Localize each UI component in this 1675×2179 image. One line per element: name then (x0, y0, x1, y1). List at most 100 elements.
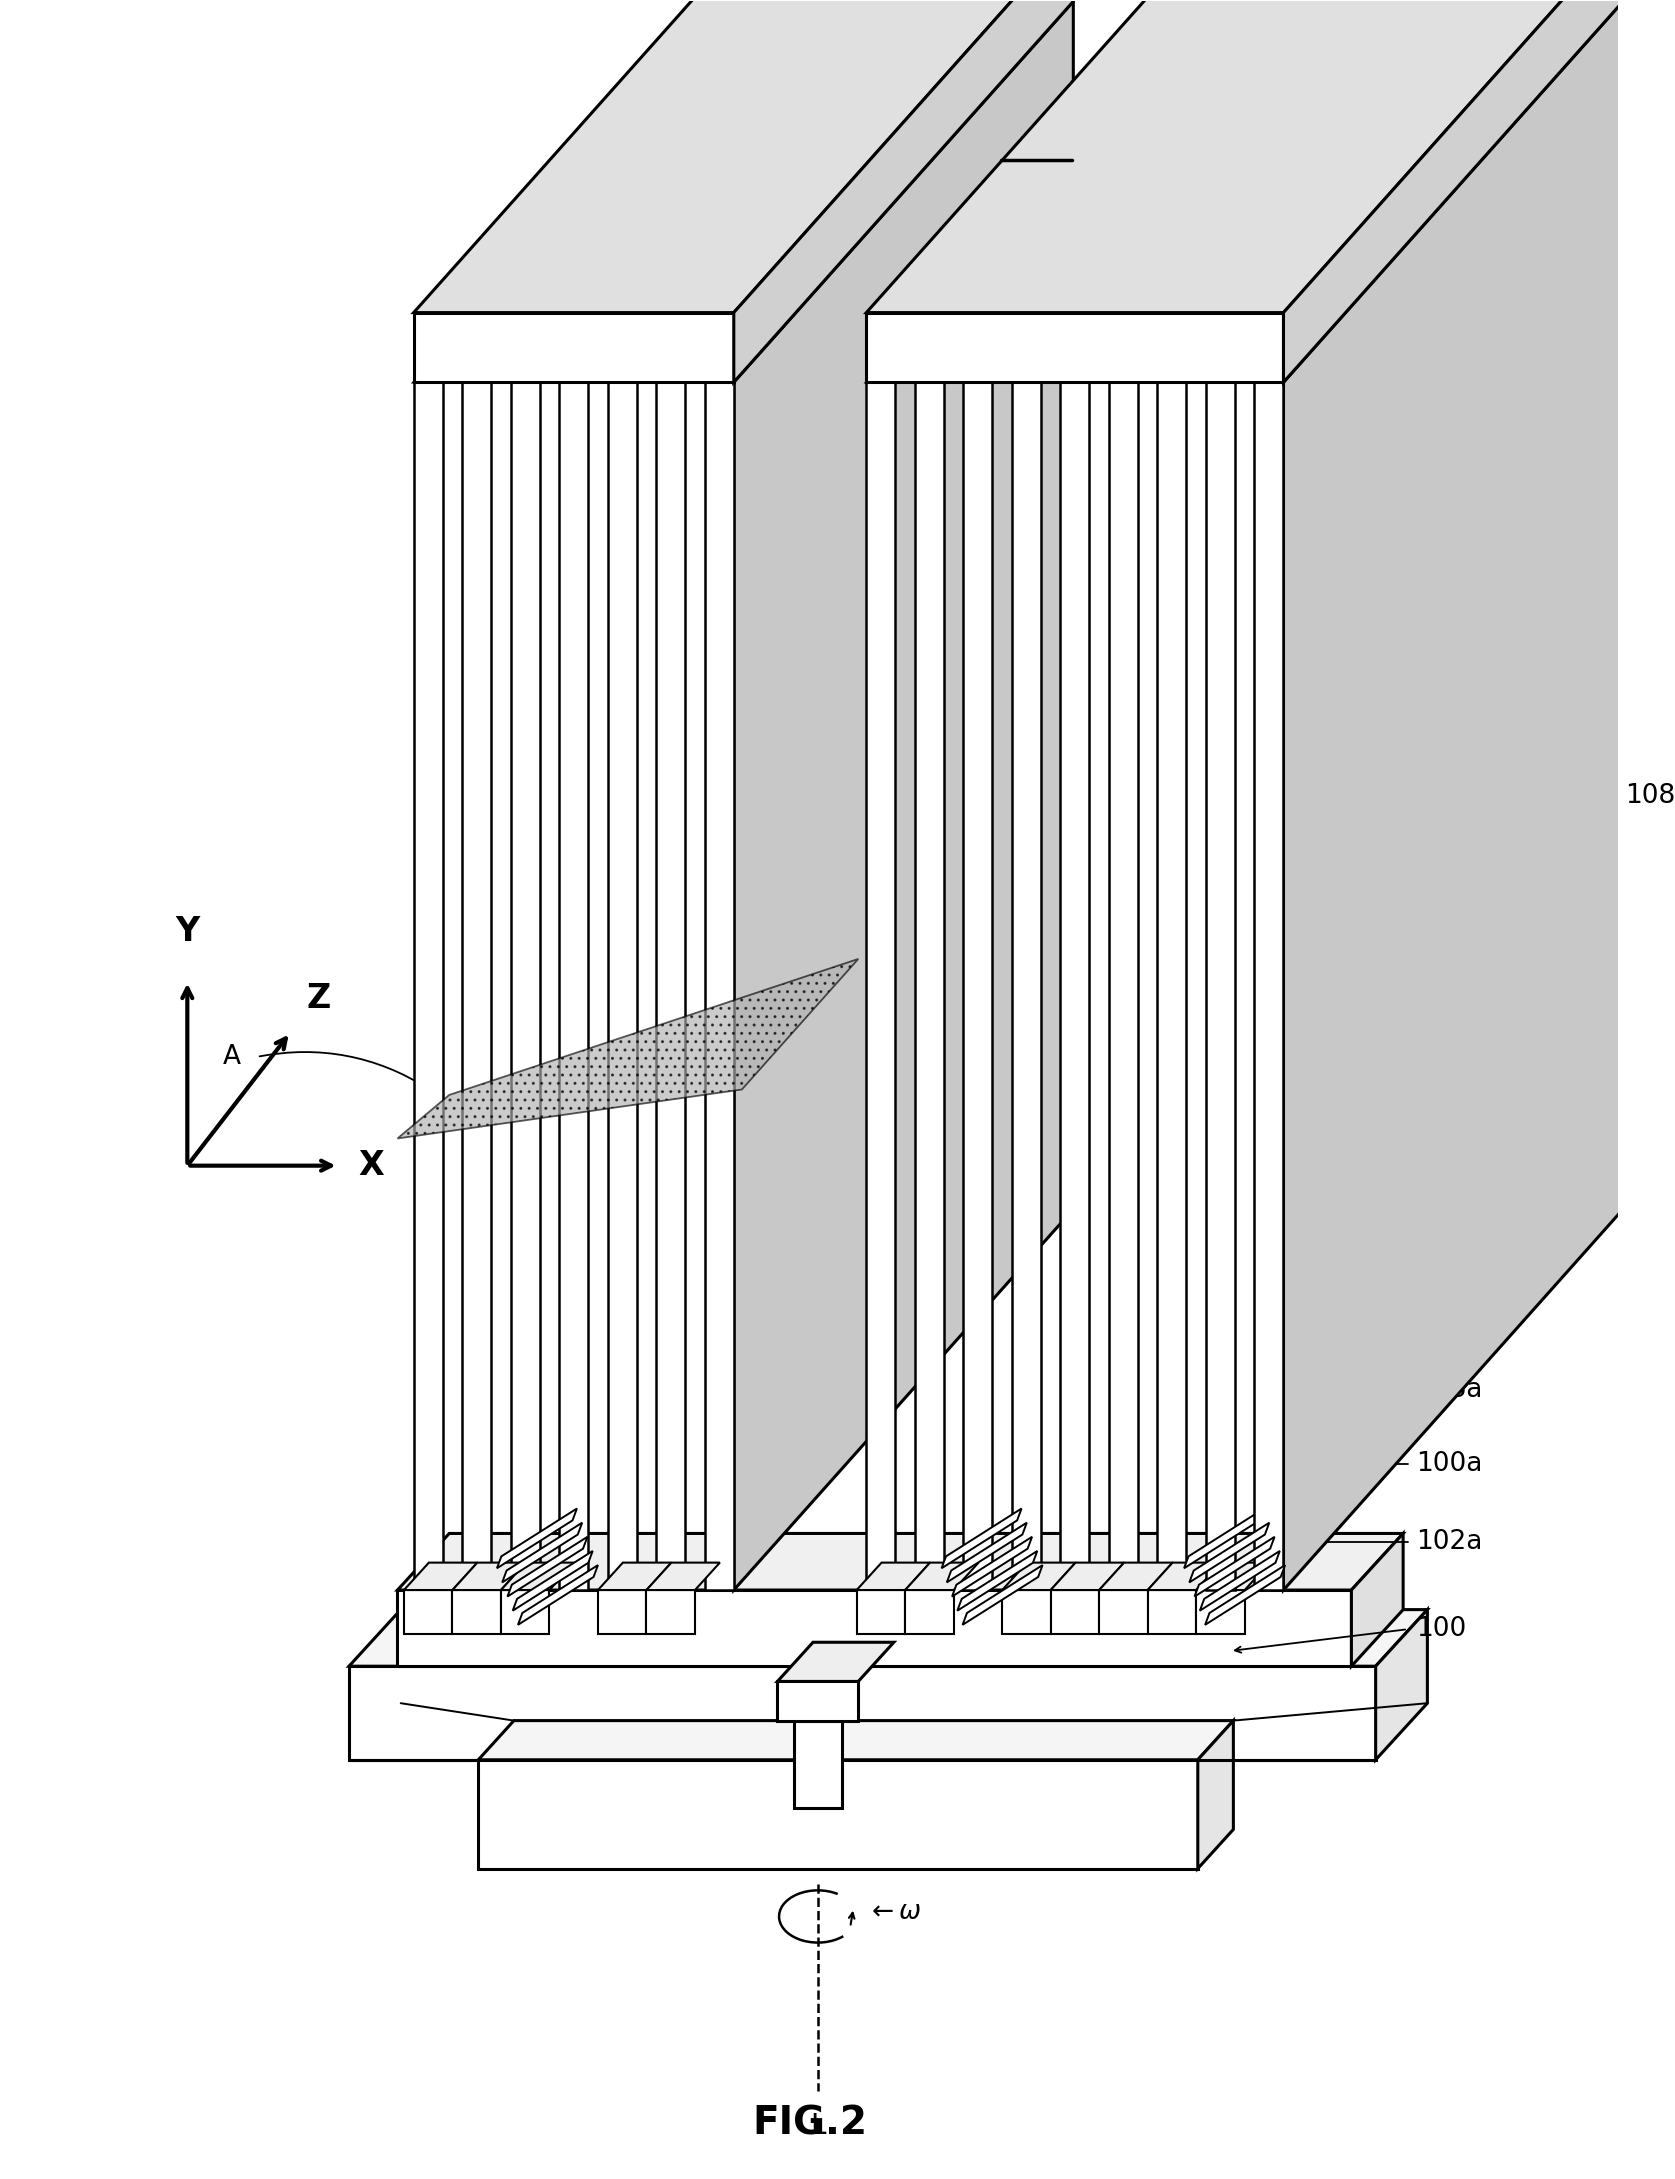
Polygon shape (657, 381, 685, 1591)
Polygon shape (414, 312, 734, 381)
Polygon shape (777, 1682, 858, 1721)
Polygon shape (1206, 381, 1234, 1591)
Polygon shape (497, 1508, 576, 1569)
Text: 100b: 100b (1415, 996, 1482, 1022)
Text: 100a: 100a (1415, 1451, 1482, 1477)
Polygon shape (734, 0, 1074, 381)
Text: 107: 107 (1415, 575, 1466, 601)
Polygon shape (866, 312, 1283, 381)
Polygon shape (1060, 327, 1137, 381)
Text: 21: 21 (1015, 107, 1057, 135)
Polygon shape (1194, 1536, 1275, 1597)
Polygon shape (598, 1562, 672, 1591)
Text: 100: 100 (1415, 1617, 1466, 1643)
Polygon shape (397, 1591, 1352, 1667)
Text: 102: 102 (1415, 859, 1466, 885)
Polygon shape (479, 1721, 1233, 1761)
Polygon shape (1255, 327, 1332, 381)
Polygon shape (705, 327, 782, 381)
Polygon shape (404, 1591, 452, 1634)
Polygon shape (946, 1523, 1027, 1582)
Polygon shape (1060, 381, 1089, 1591)
Polygon shape (915, 327, 993, 381)
Polygon shape (1157, 381, 1186, 1591)
Text: FIG.2: FIG.2 (752, 2105, 868, 2142)
Polygon shape (866, 381, 896, 1591)
Polygon shape (397, 959, 858, 1137)
Polygon shape (1012, 327, 1089, 381)
Polygon shape (958, 1551, 1037, 1610)
Polygon shape (608, 327, 685, 381)
Text: X: X (358, 1148, 384, 1183)
Polygon shape (1352, 1534, 1404, 1667)
Text: L: L (811, 2111, 826, 2140)
Polygon shape (1206, 327, 1283, 381)
Polygon shape (777, 1643, 894, 1682)
Polygon shape (1184, 1508, 1265, 1569)
Polygon shape (1283, 0, 1675, 381)
Polygon shape (513, 1551, 593, 1610)
Polygon shape (501, 1562, 575, 1591)
Polygon shape (508, 1536, 588, 1597)
Polygon shape (559, 327, 636, 381)
Polygon shape (462, 381, 491, 1591)
Polygon shape (511, 327, 588, 381)
Polygon shape (951, 1536, 1032, 1597)
Polygon shape (1002, 1562, 1075, 1591)
Polygon shape (511, 381, 539, 1591)
Polygon shape (1255, 381, 1283, 1591)
Polygon shape (1157, 327, 1234, 381)
Text: 104: 104 (1415, 706, 1466, 732)
Text: A: A (223, 1044, 241, 1070)
Text: Y: Y (176, 915, 199, 948)
Polygon shape (397, 1534, 1404, 1591)
Polygon shape (915, 381, 945, 1591)
Polygon shape (452, 1591, 501, 1634)
Polygon shape (647, 1562, 720, 1591)
Polygon shape (414, 327, 491, 381)
Polygon shape (963, 1565, 1042, 1626)
Polygon shape (856, 1591, 905, 1634)
Polygon shape (1109, 381, 1137, 1591)
Polygon shape (941, 1508, 1022, 1569)
Polygon shape (1204, 1565, 1285, 1626)
Polygon shape (462, 327, 539, 381)
Polygon shape (963, 327, 1040, 381)
Text: 106: 106 (1415, 625, 1466, 652)
Polygon shape (657, 327, 734, 381)
Polygon shape (1196, 1562, 1270, 1591)
Polygon shape (1189, 1523, 1270, 1582)
Polygon shape (414, 0, 1074, 312)
Polygon shape (1050, 1591, 1099, 1634)
Polygon shape (1002, 1591, 1050, 1634)
Polygon shape (598, 1591, 647, 1634)
Polygon shape (1109, 327, 1186, 381)
Polygon shape (608, 381, 636, 1591)
Polygon shape (1199, 1551, 1280, 1610)
Polygon shape (1147, 1591, 1196, 1634)
Text: 107a: 107a (1415, 1316, 1482, 1342)
Polygon shape (404, 1562, 477, 1591)
Polygon shape (348, 1610, 1427, 1667)
Text: 103: 103 (1415, 782, 1466, 808)
Polygon shape (1375, 1610, 1427, 1761)
Polygon shape (559, 381, 588, 1591)
Polygon shape (866, 327, 945, 381)
Polygon shape (647, 1591, 695, 1634)
Text: 101: 101 (1415, 928, 1466, 954)
Text: Z: Z (307, 983, 330, 1015)
Polygon shape (1099, 1562, 1172, 1591)
Polygon shape (1099, 1591, 1147, 1634)
Text: 102a: 102a (1415, 1530, 1482, 1556)
Polygon shape (1196, 1591, 1245, 1634)
Polygon shape (1050, 1562, 1124, 1591)
Polygon shape (1012, 381, 1040, 1591)
Polygon shape (1147, 1562, 1221, 1591)
Polygon shape (866, 0, 1675, 312)
Text: 105: 105 (1551, 599, 1601, 625)
Polygon shape (905, 1562, 978, 1591)
Polygon shape (501, 1591, 549, 1634)
Polygon shape (905, 1591, 953, 1634)
Polygon shape (856, 1562, 930, 1591)
Text: $\leftarrow\omega$: $\leftarrow\omega$ (866, 1900, 921, 1924)
